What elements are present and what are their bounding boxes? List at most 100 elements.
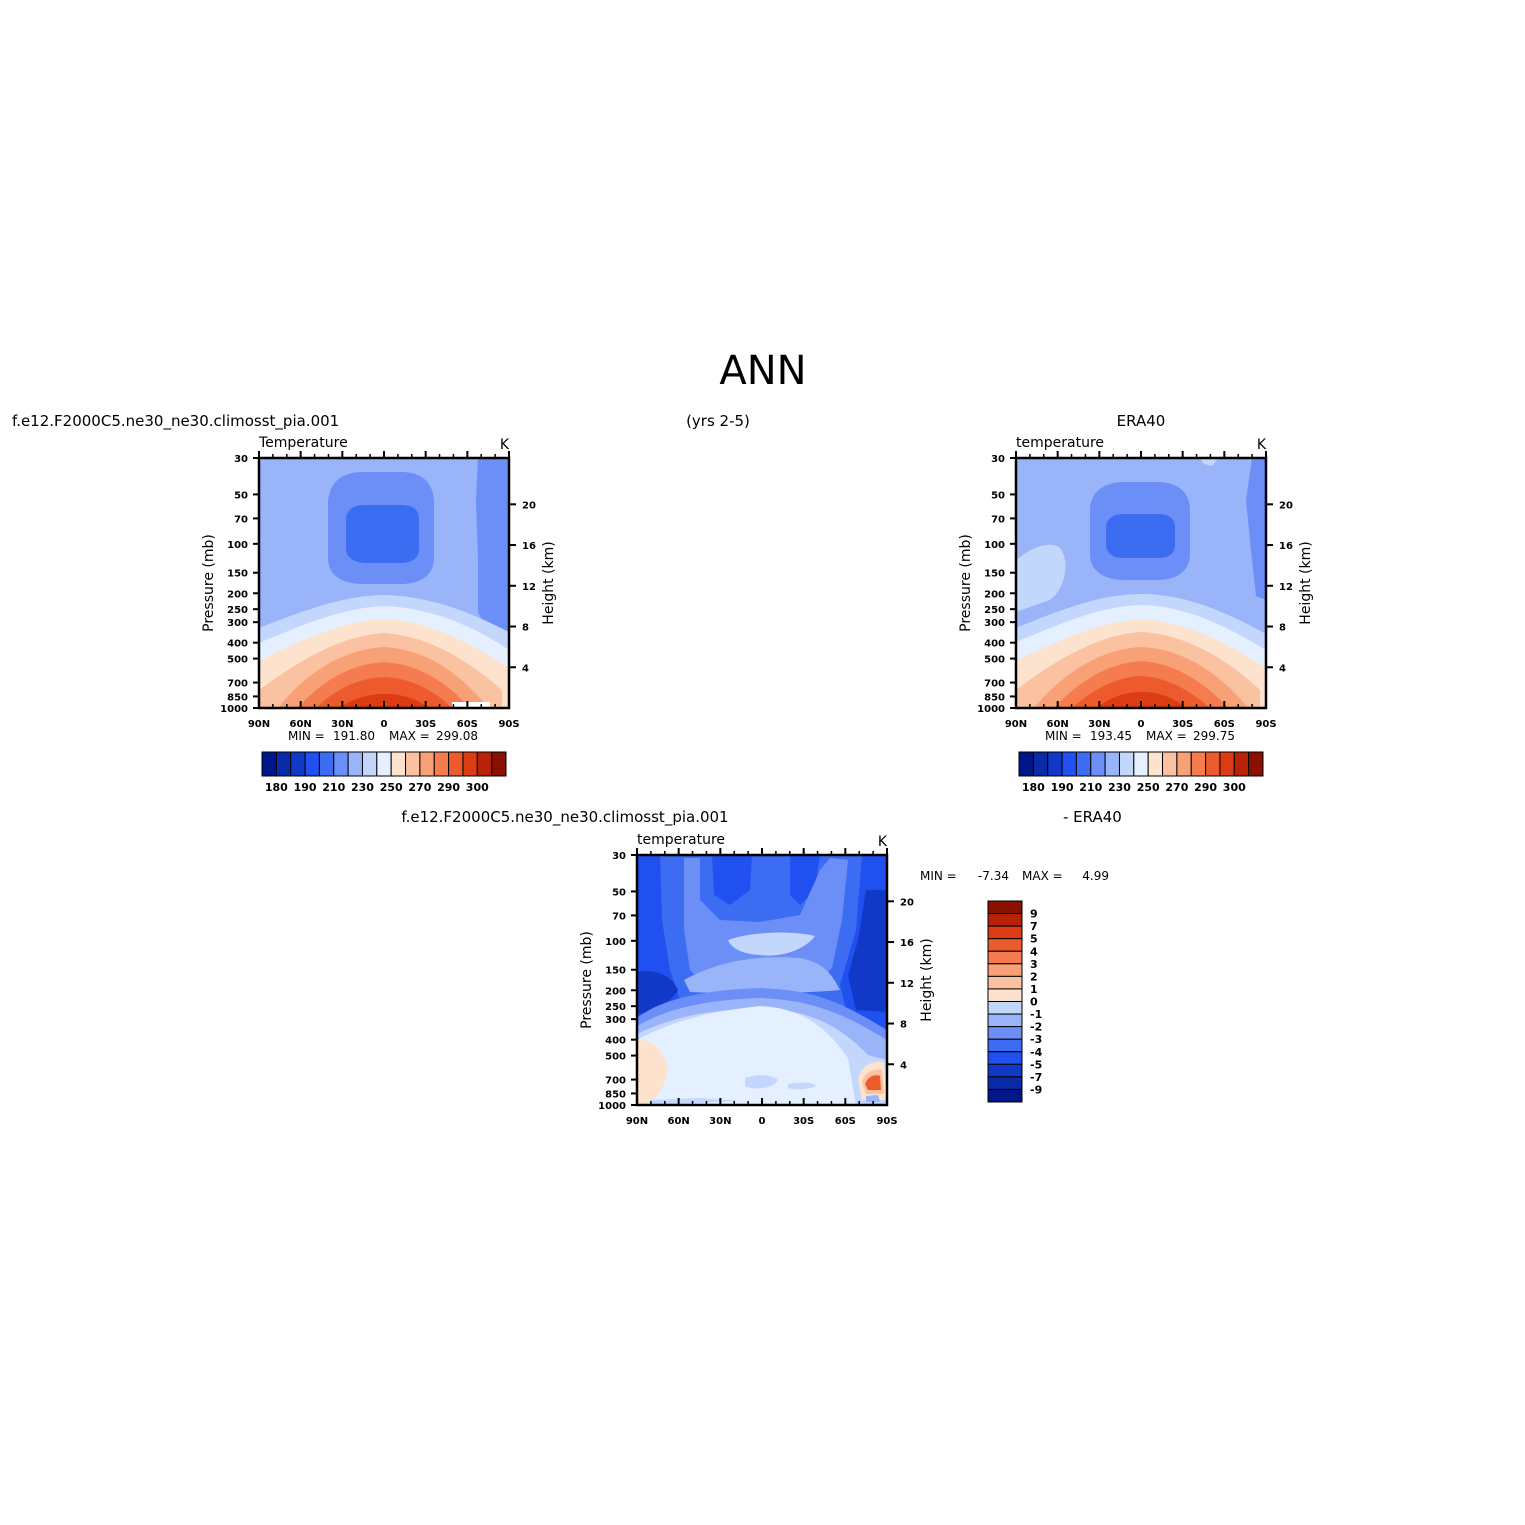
contour-fill: [712, 855, 752, 905]
colorbar-bin: [390, 751, 407, 777]
colorbar-bin: [987, 1026, 1023, 1040]
contour-fill: [1096, 692, 1186, 708]
missing-data-region: [452, 702, 490, 708]
y-tick-label: 850: [605, 1089, 626, 1100]
colorbar-label: 4: [1030, 945, 1038, 958]
axes-diff: 90N 60N 30N 0 30S 60S 90S 30 50 70 100 150 200 250 300…: [598, 848, 914, 1127]
colorbar-label: -3: [1030, 1033, 1042, 1046]
colorbar-bin: [1118, 751, 1135, 777]
contour-fill: [866, 1095, 880, 1102]
contour-fill: [1200, 458, 1218, 466]
axes-model: 90N 60N 30N 0 30S 60S 90S 30 50 70 100 150 200 250 300…: [220, 451, 536, 730]
diff-ref-label: - ERA40: [1063, 808, 1122, 826]
diff-case-label: f.e12.F2000C5.ne30_ne30.climosst_pia.001: [401, 808, 728, 827]
colorbar-obs: 180 190 210 230 250 270 290 300: [1018, 751, 1264, 794]
contour-fill: [728, 932, 815, 956]
colorbar-label: -9: [1030, 1083, 1042, 1096]
y-tick-label: 500: [605, 1052, 626, 1063]
max-value: 299.08: [436, 729, 478, 743]
contour-fill: [865, 1075, 881, 1090]
units-label: K: [1257, 437, 1267, 453]
x-tick-label: 30N: [709, 1116, 731, 1127]
colorbar-bin: [987, 950, 1023, 965]
x-tick-label: 0: [381, 719, 388, 730]
colorbar-bin: [333, 751, 349, 777]
panel-title: Temperature: [258, 435, 348, 451]
y-tick-label: 250: [605, 1002, 626, 1013]
y-tick-label: 700: [605, 1076, 626, 1087]
min-label: MIN =: [288, 729, 325, 743]
stats-diff: MIN = -7.34 MAX = 4.99: [920, 869, 1109, 883]
y2-tick-label: 8: [522, 623, 529, 634]
colorbar-bin: [987, 913, 1023, 927]
contour-field-model: [259, 458, 509, 708]
colorbar-bin: [987, 1001, 1023, 1015]
y2-axis-label: Height (km): [541, 541, 557, 624]
y-tick-label: 50: [234, 490, 248, 501]
x-tick-label: 90S: [1255, 719, 1276, 730]
colorbar-bin: [987, 925, 1023, 940]
contour-fill: [316, 677, 452, 708]
y-tick-label: 30: [612, 851, 626, 862]
y-tick-label: 200: [227, 589, 248, 600]
contour-fill: [684, 957, 840, 994]
colorbar-bin: [361, 751, 378, 777]
colorbar-bin: [1090, 751, 1106, 777]
x-tick-label: 90S: [498, 719, 519, 730]
colorbar-bin: [987, 1088, 1023, 1103]
colorbar-label: 180: [1022, 781, 1045, 794]
x-tick-label: 60S: [1214, 719, 1235, 730]
colorbar-label: 3: [1030, 958, 1038, 971]
colorbar-bin: [419, 751, 435, 777]
y-tick-label: 250: [227, 605, 248, 616]
contour-fill: [1246, 458, 1266, 600]
y-tick-label: 300: [227, 618, 248, 629]
y-tick-label: 1000: [220, 704, 248, 715]
contour-fill: [637, 1006, 856, 1105]
colorbar-label: 270: [1165, 781, 1188, 794]
panel-model: 90N 60N 30N 0 30S 60S 90S 30 50 70 100 150 200 250 300…: [201, 435, 557, 794]
colorbar-label: 230: [351, 781, 374, 794]
colorbar-bin: [261, 751, 277, 777]
colorbar-bin: [1133, 751, 1149, 777]
contour-fill: [637, 970, 678, 1014]
colorbar-label: 190: [294, 781, 317, 794]
x-tick-label: 60S: [457, 719, 478, 730]
colorbar-bin: [318, 751, 335, 777]
y2-tick-label: 8: [900, 1020, 907, 1031]
colorbar-label: -4: [1030, 1046, 1043, 1059]
colorbar-label: 300: [466, 781, 489, 794]
y-tick-label: 700: [984, 679, 1005, 690]
max-value: 299.75: [1193, 729, 1235, 743]
colorbar-label: 1: [1030, 983, 1038, 996]
top-left-case-label: f.e12.F2000C5.ne30_ne30.climosst_pia.001: [12, 412, 339, 431]
colorbar-label: 9: [1030, 908, 1038, 921]
colorbar-bin: [275, 751, 292, 777]
colorbar-label: 250: [380, 781, 403, 794]
y-tick-label: 150: [984, 569, 1005, 580]
colorbar-bin: [1219, 751, 1235, 777]
max-value: 4.99: [1082, 869, 1109, 883]
x-tick-label: 30S: [793, 1116, 814, 1127]
top-right-case-label: ERA40: [1117, 412, 1166, 430]
contour-fill: [745, 1075, 778, 1089]
colorbar-bin: [1032, 751, 1049, 777]
max-label: MAX =: [1022, 869, 1063, 883]
contour-fill: [476, 458, 509, 640]
y-tick-label: 30: [991, 454, 1005, 465]
y-tick-label: 300: [984, 618, 1005, 629]
x-tick-label: 0: [1138, 719, 1145, 730]
y-tick-label: 70: [991, 514, 1005, 525]
colorbar-bin: [987, 1076, 1023, 1090]
colorbar-label: 180: [265, 781, 288, 794]
y2-axis-label: Height (km): [1298, 541, 1314, 624]
y-tick-label: 1000: [598, 1101, 626, 1112]
colorbar-bin: [987, 1038, 1023, 1053]
y-tick-label: 850: [984, 692, 1005, 703]
contour-fill: [1016, 544, 1066, 612]
contour-fill: [848, 890, 887, 1012]
colorbar-bin: [476, 751, 493, 777]
x-tick-label: 60N: [1047, 719, 1069, 730]
x-tick-label: 30S: [1172, 719, 1193, 730]
y-tick-label: 100: [227, 540, 248, 551]
